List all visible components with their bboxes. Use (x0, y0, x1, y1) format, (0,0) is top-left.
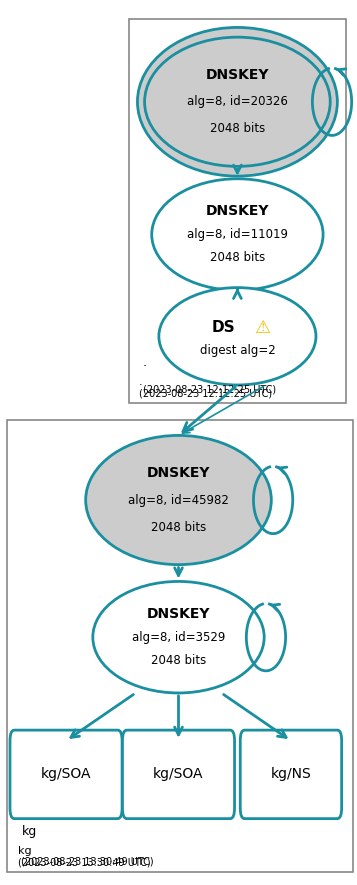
Text: (2023-08-23 12:12:25 UTC): (2023-08-23 12:12:25 UTC) (139, 389, 272, 398)
Text: alg=8, id=45982: alg=8, id=45982 (128, 494, 229, 506)
Text: alg=8, id=3529: alg=8, id=3529 (132, 631, 225, 643)
Ellipse shape (145, 37, 330, 166)
Text: DNSKEY: DNSKEY (147, 607, 210, 620)
Text: (2023-08-23 12:12:25 UTC): (2023-08-23 12:12:25 UTC) (143, 384, 276, 394)
Text: kg: kg (18, 846, 31, 856)
FancyBboxPatch shape (129, 19, 346, 403)
Text: ⚠: ⚠ (254, 319, 271, 336)
Text: 2048 bits: 2048 bits (210, 251, 265, 265)
Ellipse shape (137, 27, 337, 176)
Text: (2023-08-23 13:30:49 UTC): (2023-08-23 13:30:49 UTC) (21, 857, 154, 866)
Text: kg/NS: kg/NS (271, 767, 311, 781)
Text: 2048 bits: 2048 bits (151, 654, 206, 667)
Ellipse shape (86, 435, 271, 565)
Text: digest alg=2: digest alg=2 (200, 344, 275, 358)
Text: 2048 bits: 2048 bits (210, 122, 265, 135)
Text: DNSKEY: DNSKEY (206, 204, 269, 218)
Ellipse shape (152, 179, 323, 290)
Text: (2023-08-23 13:30:49 UTC): (2023-08-23 13:30:49 UTC) (18, 858, 150, 867)
Text: kg: kg (21, 825, 37, 837)
Text: kg/SOA: kg/SOA (153, 767, 204, 781)
Text: kg/SOA: kg/SOA (41, 767, 91, 781)
Text: DNSKEY: DNSKEY (147, 466, 210, 480)
FancyBboxPatch shape (10, 730, 122, 819)
Text: .: . (143, 356, 147, 368)
Text: alg=8, id=20326: alg=8, id=20326 (187, 96, 288, 108)
Text: 2048 bits: 2048 bits (151, 520, 206, 534)
FancyBboxPatch shape (240, 730, 342, 819)
FancyBboxPatch shape (122, 730, 235, 819)
Text: alg=8, id=11019: alg=8, id=11019 (187, 228, 288, 241)
Text: .: . (139, 377, 143, 387)
Ellipse shape (93, 581, 264, 693)
Ellipse shape (159, 288, 316, 385)
FancyBboxPatch shape (7, 420, 353, 872)
Text: DNSKEY: DNSKEY (206, 67, 269, 81)
Text: DS: DS (211, 320, 235, 335)
